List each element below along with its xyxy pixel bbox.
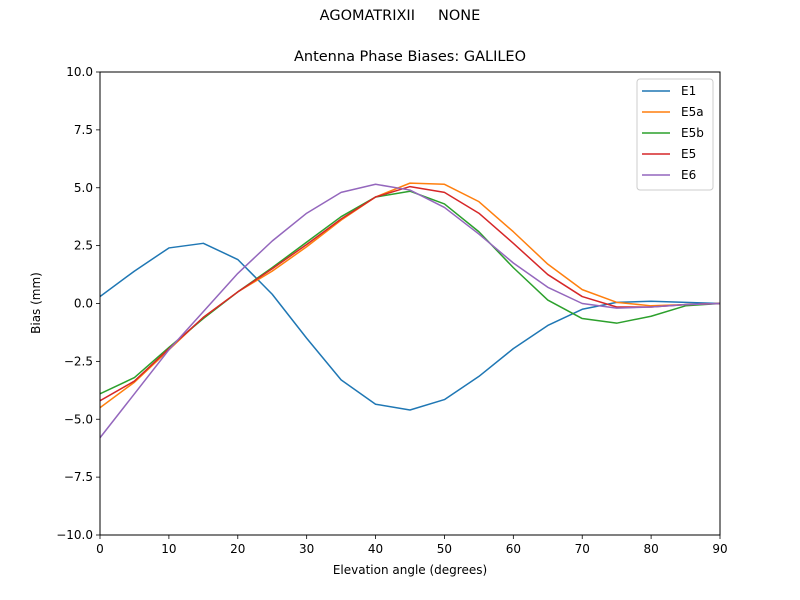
legend-box — [636, 78, 714, 191]
legend-label-e1: E1 — [681, 84, 696, 98]
x-tick-label: 70 — [575, 542, 590, 556]
y-tick-label: −5.0 — [64, 412, 93, 426]
x-tick-label: 90 — [712, 542, 727, 556]
x-tick-label: 20 — [230, 542, 245, 556]
axes-layer: 0 10 20 30 40 50 60 70 80 90 −10.0 −7.5 −5.0 −2.5 0.0 2… — [56, 65, 727, 556]
x-tick-label: 10 — [161, 542, 176, 556]
x-tick-label: 80 — [643, 542, 658, 556]
series-line-e5 — [100, 185, 720, 402]
x-tick-label: 0 — [96, 542, 104, 556]
legend: E1 E5a E5b E5 E6 — [636, 78, 714, 191]
suptitle-left: AGOMATRIXII — [319, 8, 415, 24]
y-tick-label: −10.0 — [56, 528, 93, 542]
y-tick-label: 7.5 — [74, 123, 93, 137]
legend-label-e5b: E5b — [681, 126, 704, 140]
series-line-e5b — [100, 190, 720, 395]
chart-title: Antenna Phase Biases: GALILEO — [293, 49, 527, 65]
y-axis-label: Bias (mm) — [29, 272, 43, 334]
y-tick-label: 2.5 — [74, 239, 93, 253]
figure-suptitle: AGOMATRIXII NONE — [0, 8, 800, 24]
series-line-e6 — [100, 183, 720, 439]
x-tick-label: 60 — [506, 542, 521, 556]
legend-label-e5: E5 — [681, 147, 696, 161]
y-tick-label: −2.5 — [64, 354, 93, 368]
x-tick-label: 50 — [437, 542, 452, 556]
suptitle-right: NONE — [438, 8, 481, 24]
legend-label-e5a: E5a — [681, 105, 704, 119]
y-tick-label: 10.0 — [66, 65, 93, 79]
y-tick-label: −7.5 — [64, 470, 93, 484]
series-layer — [100, 182, 720, 439]
legend-label-e6: E6 — [681, 168, 696, 182]
x-tick-label: 30 — [299, 542, 314, 556]
y-tick-label: 5.0 — [74, 181, 93, 195]
y-tick-label: 0.0 — [74, 297, 93, 311]
x-axis-label: Elevation angle (degrees) — [333, 563, 487, 577]
series-line-e5a — [100, 182, 720, 409]
x-tick-label: 40 — [368, 542, 383, 556]
